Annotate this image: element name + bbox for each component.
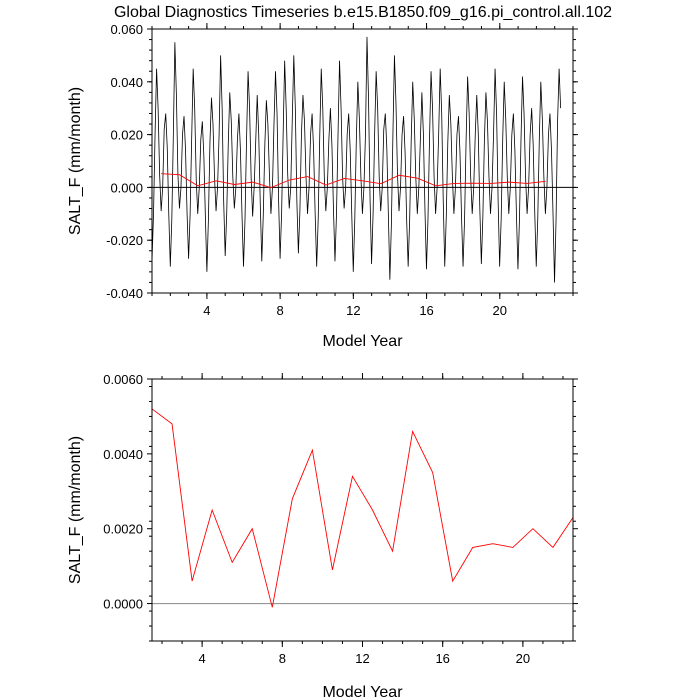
bottom-y-tick-label: 0.0040 [103, 447, 143, 462]
bottom-x-axis-label: Model Year [322, 684, 403, 700]
top-y-tick-label: -0.020 [106, 233, 143, 248]
bottom-x-tick-label: 8 [279, 651, 286, 666]
top-y-tick-label: 0.040 [110, 75, 143, 90]
bottom-plot-frame [151, 378, 574, 642]
bottom-x-tick-label: 12 [355, 651, 369, 666]
bottom-ticks: 0.0000 0.0020 0.0040 0.0060 4 8 12 16 20 [103, 372, 578, 666]
top-x-tick-label: 4 [203, 303, 210, 318]
top-x-tick-label: 16 [419, 303, 433, 318]
top-series-monthly [151, 36, 562, 283]
bottom-x-tick-label: 20 [516, 651, 530, 666]
bottom-chart: 0.0000 0.0020 0.0040 0.0060 4 8 12 16 20 Model Y… [67, 372, 578, 700]
chart-title: Global Diagnostics Timeseries b.e15.B185… [114, 4, 612, 21]
top-y-tick-label: -0.040 [106, 286, 143, 301]
bottom-x-tick-label: 16 [435, 651, 449, 666]
top-chart: -0.040 -0.020 0.000 0.020 0.040 0.060 4 8 12 16 20… [67, 22, 578, 350]
top-x-axis-label: Model Year [322, 333, 403, 350]
top-y-tick-label: 0.060 [110, 22, 143, 37]
top-y-axis-label: SALT_F (mm/month) [67, 87, 84, 235]
top-x-tick-label: 20 [493, 303, 507, 318]
bottom-y-tick-label: 0.0060 [103, 372, 143, 387]
bottom-y-tick-label: 0.0020 [103, 522, 143, 537]
bottom-series [151, 408, 574, 608]
bottom-y-tick-label: 0.0000 [103, 597, 143, 612]
bottom-y-axis-label: SALT_F (mm/month) [67, 436, 84, 584]
top-y-tick-label: 0.020 [110, 128, 143, 143]
top-y-tick-label: 0.000 [110, 180, 143, 195]
top-x-tick-label: 12 [346, 303, 360, 318]
top-x-tick-label: 8 [277, 303, 284, 318]
top-series [151, 36, 573, 283]
bottom-series-annual [151, 408, 574, 608]
bottom-x-tick-label: 4 [199, 651, 206, 666]
top-series-annual [161, 173, 546, 189]
top-plot-frame [151, 28, 574, 294]
top-ticks: -0.040 -0.020 0.000 0.020 0.040 0.060 4 8 12 16 20 [106, 22, 578, 318]
